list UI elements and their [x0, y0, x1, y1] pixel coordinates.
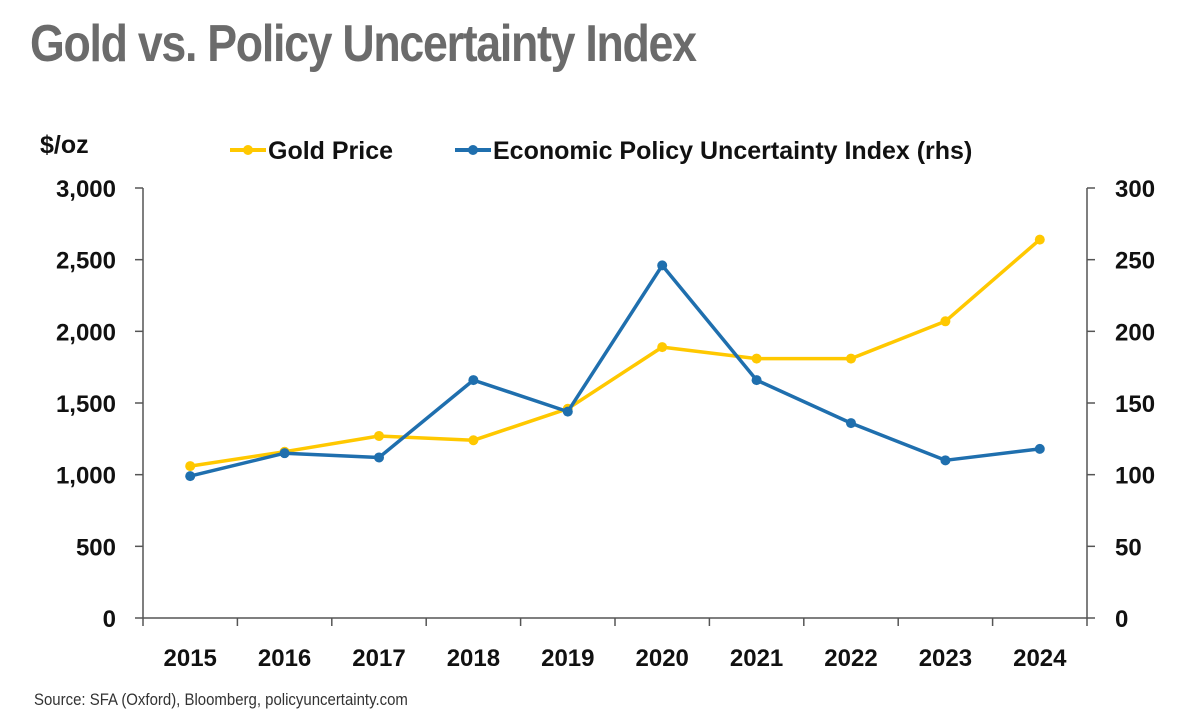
- legend-epu-label: Economic Policy Uncertainty Index (rhs): [493, 137, 972, 165]
- y-right-tick-label: 250: [1115, 248, 1155, 275]
- x-tick-label: 2019: [541, 645, 594, 672]
- y-right-tick-label: 100: [1115, 463, 1155, 490]
- data-point-policy-uncertainty: [374, 452, 384, 463]
- data-point-gold-price: [751, 353, 762, 364]
- data-point-policy-uncertainty: [657, 260, 668, 271]
- axes: 0 500 1,000 1,500 2,000 2,500 3,000 0 50 100 150 20…: [56, 176, 1155, 672]
- y-right-tick-label: 300: [1115, 176, 1155, 203]
- data-point-policy-uncertainty: [1034, 443, 1045, 454]
- y-left-tick-label: 1,000: [56, 463, 116, 490]
- x-tick-label: 2017: [352, 645, 405, 672]
- legend-epu-marker: [468, 145, 478, 155]
- y-left-tick-label: 2,000: [56, 319, 116, 346]
- source-note: Source: SFA (Oxford), Bloomberg, policyu…: [34, 690, 408, 709]
- series-line-gold-price: [189, 238, 1041, 468]
- data-point-policy-uncertainty: [846, 418, 856, 429]
- x-tick-label: 2015: [164, 645, 217, 672]
- data-point-gold-price: [940, 316, 951, 327]
- data-point-policy-uncertainty: [562, 406, 573, 417]
- x-tick-label: 2016: [258, 645, 311, 672]
- x-tick-label: 2023: [919, 645, 972, 672]
- y-right-tick-label: 150: [1115, 391, 1155, 418]
- y-left-tick-label: 500: [76, 534, 116, 561]
- legend: Gold Price Economic Policy Uncertainty I…: [230, 137, 972, 165]
- data-point-gold-price: [657, 342, 668, 353]
- data-point-gold-price: [374, 430, 384, 441]
- data-point-policy-uncertainty: [940, 455, 951, 466]
- y-left-tick-label: 1,500: [56, 391, 116, 418]
- y-left-tick-label: 0: [103, 606, 116, 633]
- y-left-tick-label: 2,500: [56, 248, 116, 275]
- legend-gold-label: Gold Price: [268, 137, 393, 165]
- y-left-tick-label: 3,000: [56, 176, 116, 203]
- data-point-policy-uncertainty: [185, 471, 196, 482]
- legend-gold-marker: [243, 145, 253, 155]
- series-line-policy-uncertainty: [189, 263, 1041, 478]
- data-point-gold-price: [468, 435, 479, 446]
- data-point-policy-uncertainty: [468, 375, 479, 386]
- y-left-unit-label: $/oz: [40, 131, 89, 159]
- data-point-gold-price: [846, 353, 856, 364]
- y-right-tick-label: 50: [1115, 534, 1142, 561]
- x-tick-label: 2024: [1013, 645, 1067, 672]
- data-point-gold-price: [185, 461, 196, 472]
- y-right-tick-label: 0: [1115, 606, 1128, 633]
- data-point-policy-uncertainty: [279, 448, 290, 459]
- x-tick-label: 2018: [447, 645, 500, 672]
- x-tick-label: 2022: [824, 645, 877, 672]
- data-point-gold-price: [1034, 234, 1045, 245]
- x-tick-label: 2020: [636, 645, 689, 672]
- chart-title: Gold vs. Policy Uncertainty Index: [30, 15, 697, 73]
- x-tick-label: 2021: [730, 645, 783, 672]
- data-point-policy-uncertainty: [751, 375, 762, 386]
- series-layer: [185, 234, 1045, 482]
- y-right-tick-label: 200: [1115, 319, 1155, 346]
